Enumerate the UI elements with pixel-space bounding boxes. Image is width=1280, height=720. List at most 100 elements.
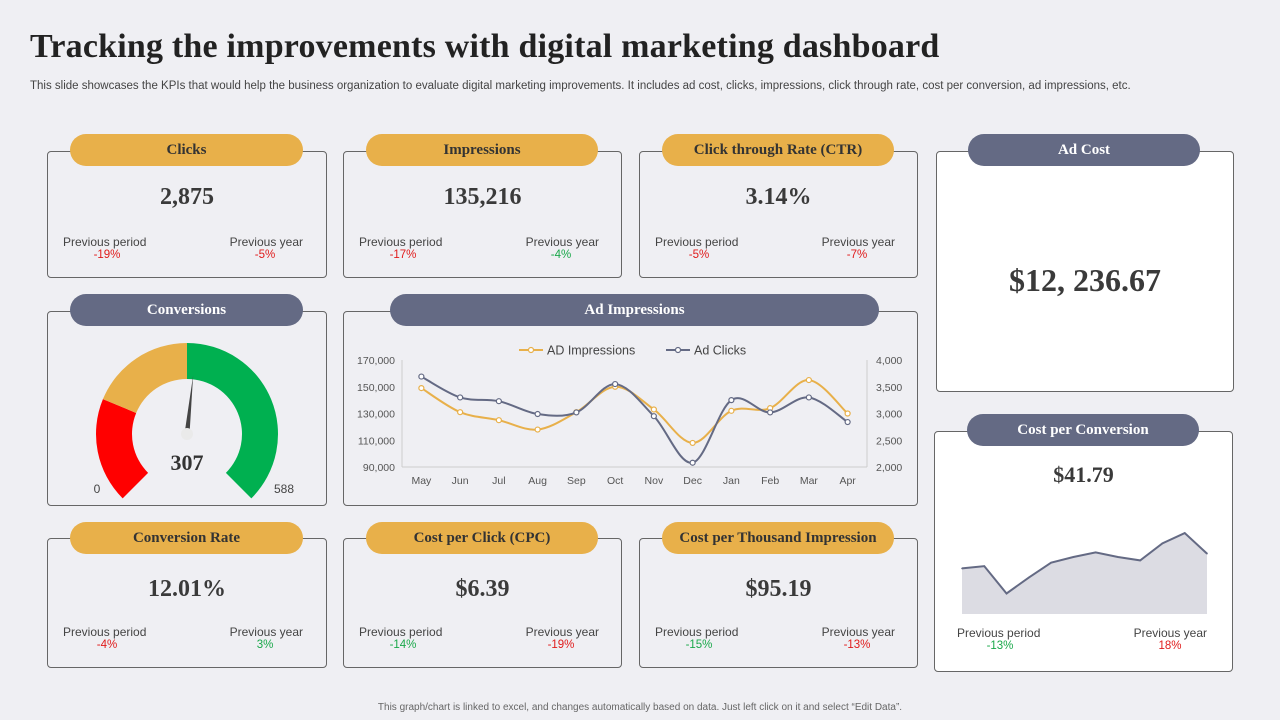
kpi-value: $12, 236.67 xyxy=(1009,262,1161,298)
x-tick-jun: Jun xyxy=(452,475,469,487)
y-tick-left: 170,000 xyxy=(357,355,395,367)
previous-period-change: -17% xyxy=(389,249,417,261)
point-ad-clicks-jul xyxy=(495,398,502,405)
x-tick-oct: Oct xyxy=(607,475,623,487)
kpi-value: $41.79 xyxy=(1053,462,1114,487)
x-tick-nov: Nov xyxy=(645,475,664,487)
area-line xyxy=(961,531,1208,595)
previous-year-change: -13% xyxy=(843,639,871,651)
kpi-card-cpc: $6.39 Previous period Previous year -14%… xyxy=(343,538,622,668)
area-point-9 xyxy=(1161,542,1164,545)
previous-period-label: Previous period xyxy=(63,235,147,249)
point-ad-clicks-nov xyxy=(650,413,657,420)
previous-period-label: Previous period xyxy=(655,235,739,249)
point-ad-impressions-jan xyxy=(728,407,735,414)
point-ad-clicks-apr xyxy=(844,418,851,426)
kpi-title-clicks: Clicks xyxy=(70,134,303,166)
point-ad-clicks-sep xyxy=(573,409,580,416)
legend-label-ad-clicks: Ad Clicks xyxy=(694,344,746,358)
gauge-band-0 xyxy=(96,399,149,499)
x-tick-sep: Sep xyxy=(567,475,586,487)
area-point-1 xyxy=(983,565,986,567)
y-tick-right: 2,500 xyxy=(876,435,902,447)
kpi-title-impressions: Impressions xyxy=(366,134,598,166)
conversions-gauge: 307 0 588 xyxy=(94,343,294,499)
gauge-min-label: 0 xyxy=(94,482,101,496)
previous-year-label: Previous year xyxy=(1133,626,1207,640)
area-point-5 xyxy=(1072,556,1075,558)
gauge-band-1 xyxy=(102,343,187,413)
chart-title-conversions: Conversions xyxy=(70,294,303,326)
area-fill xyxy=(962,533,1207,614)
previous-year-label: Previous year xyxy=(229,625,303,639)
point-ad-impressions-jun xyxy=(457,409,464,416)
area-point-8 xyxy=(1139,559,1141,562)
y-tick-left: 110,000 xyxy=(358,435,395,447)
point-ad-impressions-may xyxy=(418,384,425,392)
kpi-title-cost-per-conversion: Cost per Conversion xyxy=(967,414,1199,446)
x-tick-jan: Jan xyxy=(723,475,740,487)
kpi-value: $95.19 xyxy=(745,576,812,602)
previous-year-label: Previous year xyxy=(821,235,895,249)
conversions-card: 307 0 588 xyxy=(47,311,327,506)
y-tick-left: 90,000 xyxy=(363,462,395,474)
previous-period-change: -15% xyxy=(685,639,713,651)
legend-marker xyxy=(674,346,682,354)
previous-period-label: Previous period xyxy=(957,626,1041,640)
previous-year-change: -5% xyxy=(254,249,276,261)
kpi-card-ctr: 3.14% Previous period Previous year -5% … xyxy=(639,151,918,278)
gauge-band-2 xyxy=(187,343,278,499)
point-ad-impressions-apr xyxy=(844,410,851,417)
kpi-title-ad-cost: Ad Cost xyxy=(968,134,1200,166)
kpi-title-cpm: Cost per Thousand Impression xyxy=(662,522,894,554)
gauge-value-label: 307 xyxy=(171,450,204,475)
area-point-10 xyxy=(1183,532,1186,534)
point-ad-impressions-mar xyxy=(805,376,812,384)
ad-impressions-chart: 170,000 150,000 130,000 110,000 90,000 4,000 3… xyxy=(357,344,902,488)
previous-period-label: Previous period xyxy=(63,625,147,639)
kpi-card-cpm: $95.19 Previous period Previous year -15… xyxy=(639,538,918,668)
previous-period-change: -19% xyxy=(93,249,121,261)
previous-period-change: -14% xyxy=(389,639,417,651)
cost-per-conversion-card: $41.79 Previous period Previous year -13… xyxy=(934,431,1233,672)
area-point-3 xyxy=(1028,576,1030,579)
point-ad-impressions-dec xyxy=(689,439,696,447)
previous-period-change: -4% xyxy=(96,639,118,651)
previous-year-change: -7% xyxy=(846,249,868,261)
cost-per-conversion-area-chart xyxy=(961,531,1208,614)
x-tick-mar: Mar xyxy=(800,475,819,487)
previous-period-label: Previous period xyxy=(359,625,443,639)
legend-label-ad-impressions: AD Impressions xyxy=(547,344,635,358)
point-ad-clicks-may xyxy=(418,373,425,380)
area-point-11 xyxy=(1206,552,1208,555)
previous-year-label: Previous year xyxy=(525,235,599,249)
previous-year-change: -4% xyxy=(550,249,572,261)
x-tick-apr: Apr xyxy=(839,475,856,487)
gauge-max-label: 588 xyxy=(274,482,294,496)
chart-title-ad-impressions: Ad Impressions xyxy=(390,294,879,326)
x-tick-aug: Aug xyxy=(528,475,547,487)
previous-period-change: -13% xyxy=(986,640,1014,652)
x-tick-may: May xyxy=(411,475,432,487)
page-title: Tracking the improvements with digital m… xyxy=(30,28,940,65)
page-subtitle: This slide showcases the KPIs that would… xyxy=(30,80,1131,92)
series-line-ad-clicks xyxy=(420,375,849,464)
previous-year-change: 18% xyxy=(1158,640,1182,652)
previous-period-change: -5% xyxy=(688,249,710,261)
y-tick-right: 3,500 xyxy=(876,382,902,394)
kpi-card-clicks: 2,875 Previous period Previous year -19%… xyxy=(47,151,327,278)
x-tick-dec: Dec xyxy=(683,475,702,487)
previous-year-label: Previous year xyxy=(525,625,599,639)
kpi-title-conversion-rate: Conversion Rate xyxy=(70,522,303,554)
kpi-card-impressions: 135,216 Previous period Previous year -1… xyxy=(343,151,622,278)
gauge-needle xyxy=(184,375,194,435)
point-ad-clicks-mar xyxy=(805,394,812,401)
y-tick-right: 4,000 xyxy=(876,355,902,367)
point-ad-clicks-jan xyxy=(728,397,735,404)
area-point-7 xyxy=(1117,556,1119,558)
kpi-value: 2,875 xyxy=(160,184,214,210)
x-tick-feb: Feb xyxy=(761,475,779,487)
kpi-card-conversion-rate: 12.01% Previous period Previous year -4%… xyxy=(47,538,327,668)
kpi-value: 12.01% xyxy=(148,576,226,602)
y-tick-right: 3,000 xyxy=(876,409,902,421)
